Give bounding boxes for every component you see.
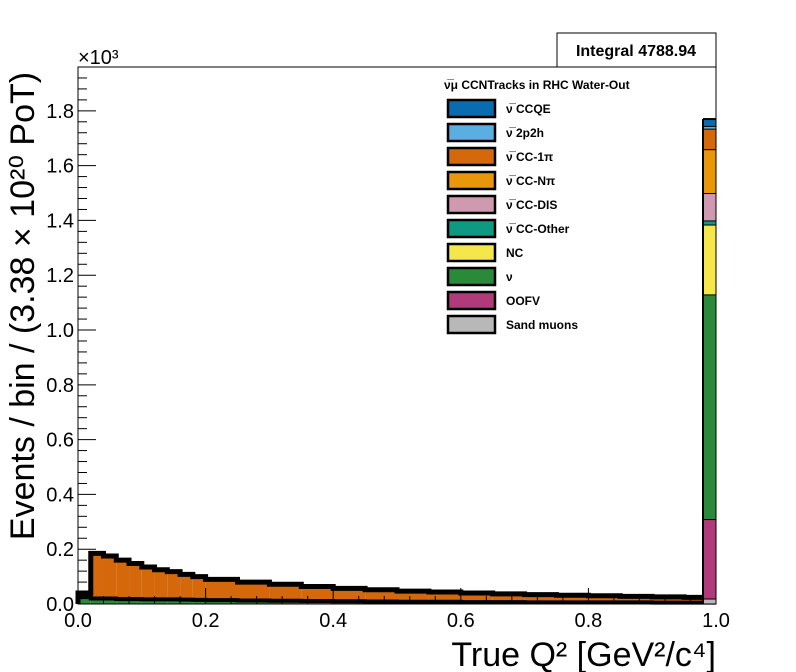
- x-tick-label-5: 1.0: [702, 610, 730, 632]
- legend-label-3: ν̅ CC-Nπ: [506, 174, 555, 188]
- bar-cc1pi-11: [237, 582, 270, 601]
- legend: ν̅μ CCNTracks in RHC Water-Out ν̅ CCQE ν̅ …: [444, 78, 630, 335]
- bar-cc1pi-17: [428, 591, 461, 602]
- legend-label-9: Sand muons: [506, 318, 578, 332]
- legend-label-0: ν̅ CCQE: [506, 102, 551, 116]
- bar-cc1pi-2: [103, 556, 117, 599]
- x-tick-label-0: 0.0: [64, 610, 92, 632]
- y-tick-label-2: 0.4: [46, 484, 74, 506]
- bar-cc1pi-6: [154, 569, 168, 600]
- histogram-bars: [75, 118, 716, 605]
- bar-nu-7: [167, 599, 181, 604]
- legend-swatch-0: [446, 98, 497, 119]
- bar-nu-1: [90, 598, 104, 604]
- bar-cc1pi-21: [556, 595, 589, 603]
- bar-nu-3: [116, 599, 130, 604]
- bar-cc1pi-1: [90, 553, 104, 599]
- bar-cc1pi-20: [524, 594, 557, 603]
- bar-nu-0: [78, 597, 91, 604]
- bar-nu-5: [141, 599, 155, 604]
- overflow-segment-8: [703, 125, 716, 129]
- bar-cc1pi-24: [652, 596, 685, 603]
- y-multiplier: ×10³: [78, 47, 119, 69]
- overflow-segment-1: [703, 519, 716, 599]
- y-tick-label-3: 0.6: [46, 430, 74, 452]
- bar-cc1pi-23: [620, 596, 653, 603]
- y-tick-label-4: 0.8: [46, 375, 74, 397]
- nu-outline: [78, 595, 716, 605]
- y-tick-label-9: 1.8: [46, 101, 74, 123]
- bar-cc1pi-4: [129, 563, 142, 600]
- y-tick-label-8: 1.6: [46, 156, 74, 178]
- bar-cc1pi-22: [588, 595, 621, 603]
- plot-frame: [77, 66, 717, 605]
- legend-swatch-9: [446, 314, 497, 335]
- legend-label-7: ν: [506, 270, 513, 284]
- legend-label-5: ν̅ CC-Other: [506, 222, 570, 236]
- legend-swatch-8: [446, 290, 497, 311]
- overflow-segment-5: [703, 193, 716, 221]
- legend-title: ν̅μ CCNTracks in RHC Water-Out: [444, 78, 630, 92]
- bar-nu-4: [129, 599, 142, 604]
- x-tick-label-2: 0.4: [319, 610, 347, 632]
- legend-swatch-5: [446, 218, 497, 239]
- legend-swatch-7: [446, 266, 497, 287]
- overflow-segment-7: [703, 128, 716, 150]
- total-outline: [75, 550, 716, 604]
- y-tick-label-1: 0.2: [46, 539, 74, 561]
- bar-cc1pi-18: [460, 593, 493, 603]
- legend-swatch-4: [446, 194, 497, 215]
- y-tick-label-5: 1.0: [46, 320, 74, 342]
- overflow-segment-9: [703, 119, 716, 126]
- y-tick-label-0: 0.0: [46, 594, 74, 616]
- bar-nu-6: [154, 599, 168, 604]
- y-tick-label-6: 1.2: [46, 265, 74, 287]
- bar-cc1pi-16: [397, 591, 429, 602]
- x-axis-title: True Q² [GeV²/c⁴]: [451, 636, 716, 672]
- stats-box: Integral 4788.94: [556, 32, 717, 68]
- bar-cc1pi-3: [116, 560, 130, 600]
- bar-cc1pi-5: [141, 567, 155, 600]
- bar-cc1pi-7: [167, 571, 181, 600]
- overflow-segment-0: [703, 598, 716, 604]
- x-tick-label-4: 0.8: [574, 610, 602, 632]
- legend-label-2: ν̅ CC-1π: [506, 150, 553, 164]
- overflow-segment-3: [703, 224, 716, 295]
- bar-cc1pi-10: [205, 579, 238, 601]
- bar-nu-8: [180, 599, 193, 604]
- bar-cc1pi-13: [301, 586, 334, 601]
- bar-cc1pi-19: [492, 593, 525, 603]
- legend-swatch-2: [446, 146, 497, 167]
- overflow-segment-6: [703, 149, 716, 194]
- legend-label-8: OOFV: [506, 294, 540, 308]
- overflow-segment-2: [703, 294, 716, 520]
- stats-integral: Integral 4788.94: [576, 43, 696, 60]
- legend-swatch-1: [446, 122, 497, 143]
- legend-label-6: NC: [506, 246, 524, 260]
- bar-cc1pi-9: [192, 576, 206, 600]
- bar-cc1pi-14: [333, 588, 366, 602]
- bar-cc1pi-8: [180, 574, 193, 600]
- bar-nu-9: [192, 599, 206, 604]
- x-tick-label-1: 0.2: [192, 610, 220, 632]
- y-tick-label-7: 1.4: [46, 210, 74, 232]
- overflow-segment-4: [703, 220, 716, 225]
- axes: 0.0 0.2 0.4 0.6 0.8 1.0 0.0 0.2 0.4 0.6 0.8 1.0 1.2 1…: [46, 66, 730, 632]
- x-tick-label-3: 0.6: [447, 610, 475, 632]
- bar-cc1pi-15: [365, 589, 397, 602]
- legend-label-1: ν̅ 2p2h: [506, 126, 544, 140]
- legend-swatch-6: [446, 242, 497, 263]
- legend-label-4: ν̅ CC-DIS: [506, 198, 557, 212]
- bar-cc1pi-25: [684, 597, 716, 603]
- bar-nu-2: [103, 598, 117, 604]
- legend-swatch-3: [446, 170, 497, 191]
- bar-cc1pi-12: [269, 584, 302, 601]
- y-axis-title: Events / bin / (3.38 × 10²⁰ PoT): [4, 72, 42, 540]
